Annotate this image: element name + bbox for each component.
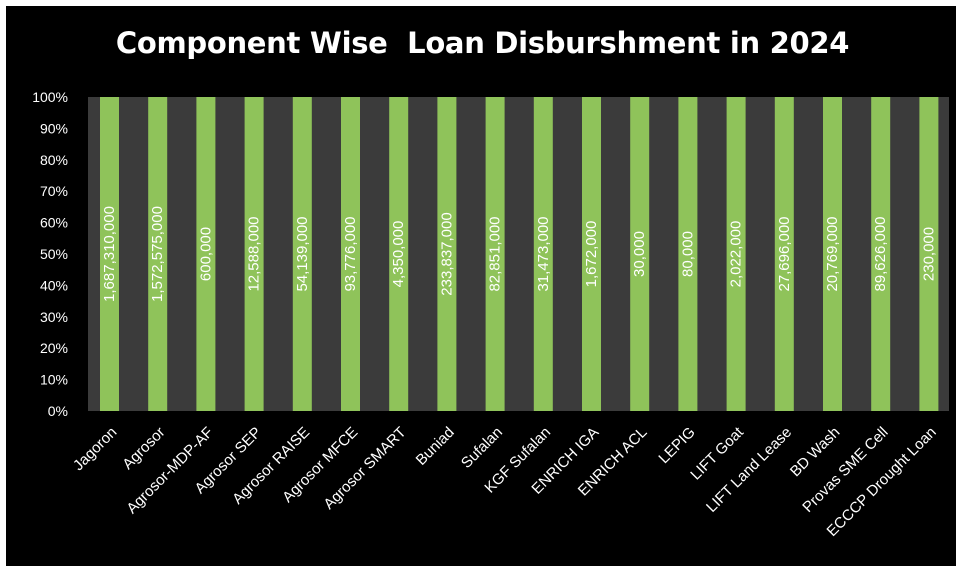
bar: [292, 97, 312, 411]
data-label: 31,473,000: [535, 216, 552, 291]
data-label: 233,837,000: [438, 212, 455, 295]
bar: [148, 97, 168, 411]
data-label: 89,626,000: [872, 216, 889, 291]
data-label: 1,672,000: [583, 221, 600, 288]
data-label: 2,022,000: [728, 221, 745, 288]
y-tick-label: 80%: [40, 152, 68, 168]
bar: [437, 97, 457, 411]
bar: [100, 97, 119, 411]
category-label: Provas SME Cell: [799, 424, 891, 516]
y-axis-ticks: 0% 10% 20% 30% 40% 50% 60% 70% 80% 90% 100%: [32, 89, 68, 419]
bars: 1,687,310,000 1,572,575,000 600,000 12,588,…: [100, 97, 939, 411]
y-tick-label: 70%: [40, 183, 68, 199]
bar: [823, 97, 842, 411]
data-label: 230,000: [920, 227, 937, 281]
y-tick-label: 40%: [40, 277, 68, 293]
data-label: 1,572,575,000: [149, 206, 166, 302]
category-label: LEPIG: [655, 424, 698, 467]
category-label: LIFT Land Lease: [703, 424, 795, 516]
bar: [919, 97, 939, 411]
y-tick-label: 0%: [48, 403, 68, 419]
data-label: 82,851,000: [487, 216, 504, 291]
data-label: 80,000: [679, 231, 696, 277]
data-label: 93,776,000: [342, 216, 359, 291]
data-label: 20,769,000: [824, 216, 841, 291]
category-label: Sufalan: [458, 424, 506, 472]
y-tick-label: 90%: [40, 120, 68, 136]
bar: [244, 97, 264, 411]
category-label: Agrosor SMART: [320, 424, 409, 513]
bar: [341, 97, 360, 411]
y-tick-label: 100%: [32, 89, 68, 105]
bar: [485, 97, 505, 411]
y-tick-label: 30%: [40, 309, 68, 325]
data-label: 1,687,310,000: [101, 206, 118, 302]
bar: [533, 97, 553, 411]
bar: [774, 97, 794, 411]
bar: [582, 97, 601, 411]
y-tick-label: 60%: [40, 215, 68, 231]
y-tick-label: 50%: [40, 246, 68, 262]
bar: [871, 97, 891, 411]
bar: [630, 97, 650, 411]
plot-area: [88, 97, 949, 411]
bar: [726, 97, 746, 411]
category-label: Buniad: [413, 424, 458, 469]
bar: [678, 97, 698, 411]
data-label: 27,696,000: [776, 216, 793, 291]
y-tick-label: 20%: [40, 340, 68, 356]
data-label: 4,350,000: [390, 221, 407, 288]
data-label: 600,000: [197, 227, 214, 281]
y-tick-label: 10%: [40, 372, 68, 388]
data-label: 54,139,000: [294, 216, 311, 291]
category-label: Jagoron: [70, 424, 120, 474]
category-label: Agrosor-MDP-AF: [123, 424, 216, 517]
data-label: 30,000: [631, 231, 648, 277]
chart-title: Component Wise Loan Disburshment in 2024: [115, 26, 850, 60]
category-label: Agrosor: [119, 424, 168, 473]
bar: [196, 97, 216, 411]
data-label: 12,588,000: [246, 216, 263, 291]
bar: [389, 97, 409, 411]
